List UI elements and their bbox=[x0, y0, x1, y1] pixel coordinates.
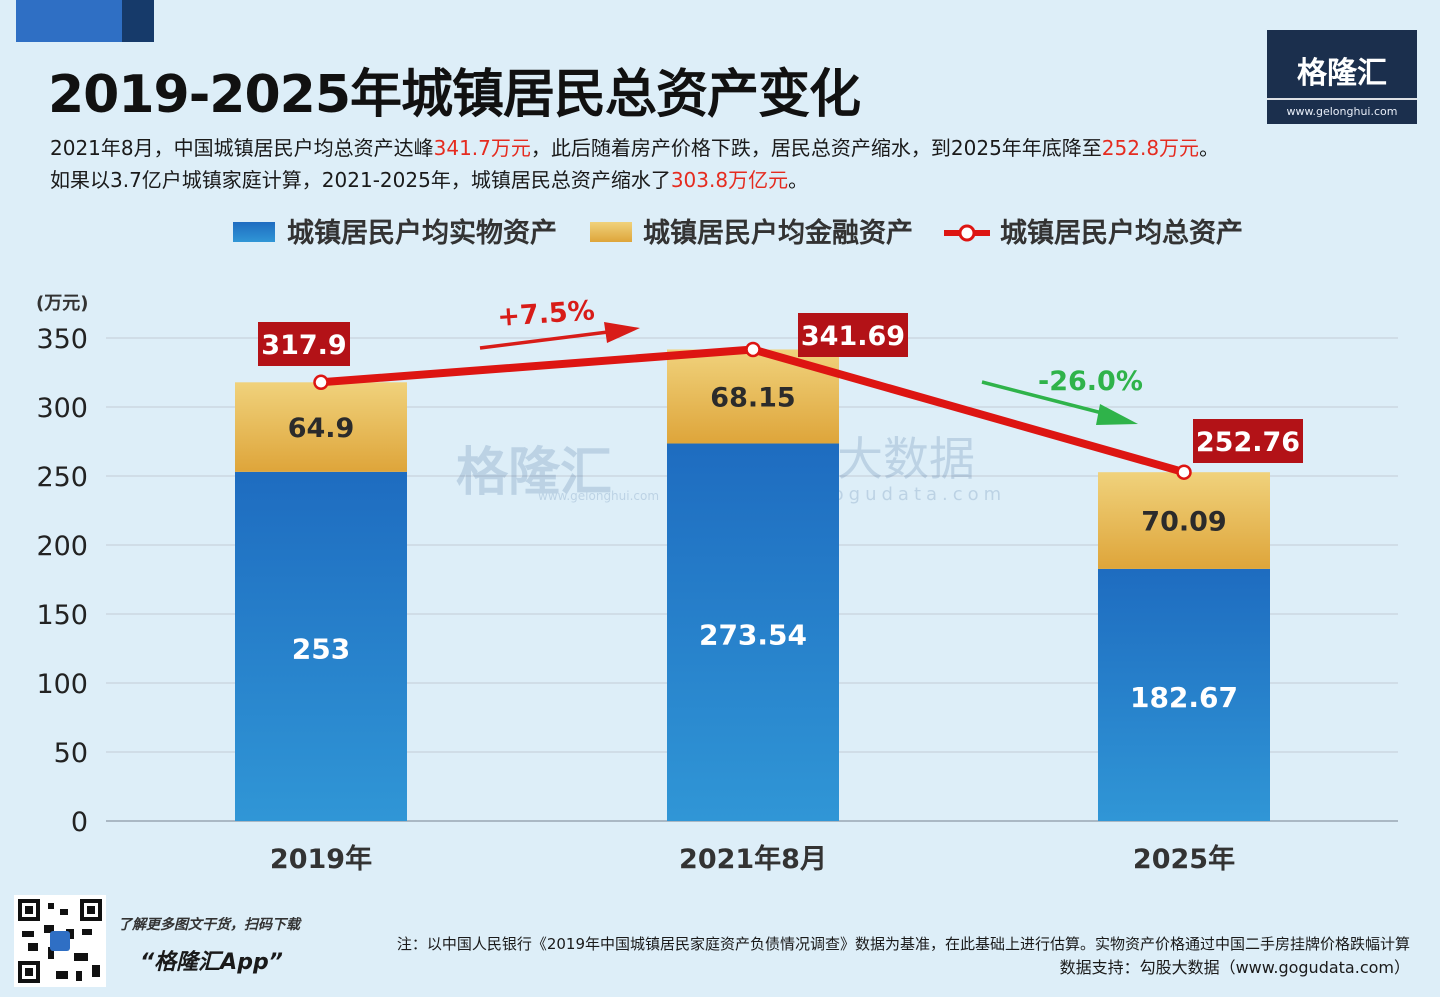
bar-financial-label: 70.09 bbox=[1141, 507, 1226, 538]
y-tick-label: 200 bbox=[36, 531, 88, 562]
up-change-label: +7.5% bbox=[496, 295, 595, 333]
y-tick-label: 300 bbox=[36, 393, 88, 424]
bar-physical bbox=[667, 443, 839, 821]
chart-legend: 城镇居民户均实物资产 城镇居民户均金融资产 城镇居民户均总资产 bbox=[233, 217, 1243, 249]
subtitle-text: 如果以3.7亿户城镇家庭计算，2021-2025年，城镇居民总资产缩水了 bbox=[50, 168, 671, 192]
down-arrow-line bbox=[981, 380, 1107, 416]
bar-physical-label: 253 bbox=[292, 632, 350, 665]
bar-physical bbox=[235, 471, 407, 821]
subtitle-peak-value: 341.7万元 bbox=[433, 136, 531, 160]
subtitle-text: 。 bbox=[1199, 136, 1220, 160]
down-change-label: -26.0% bbox=[1038, 366, 1143, 397]
brand-logo-divider bbox=[1267, 98, 1417, 100]
promo-text: 了解更多图文干货，扫码下载 bbox=[118, 917, 300, 933]
app-name: “格隆汇App” bbox=[140, 950, 283, 975]
total-label: 252.76 bbox=[1196, 427, 1300, 458]
subtitle-text: 2021年8月，中国城镇居民户均总资产达峰 bbox=[50, 136, 434, 160]
brand-logo[interactable]: 格隆汇 www.gelonghui.com bbox=[1267, 30, 1417, 124]
subtitle-text: ，此后随着房产价格下跌，居民总资产缩水，到2025年年底降至 bbox=[530, 136, 1102, 160]
watermark-gelonghui: 格隆汇 bbox=[456, 443, 612, 503]
down-arrow-head bbox=[1096, 404, 1138, 425]
x-tick-label: 2021年8月 bbox=[679, 843, 827, 875]
legend-label-physical: 城镇居民户均实物资产 bbox=[287, 217, 557, 249]
watermark-gelonghui-url: www.gelonghui.com bbox=[538, 489, 659, 503]
y-tick-label: 50 bbox=[54, 738, 88, 769]
y-tick-label: 350 bbox=[36, 324, 88, 355]
bar-financial bbox=[235, 382, 407, 472]
legend-swatch-physical bbox=[233, 222, 275, 242]
bar-financial-label: 68.15 bbox=[710, 382, 795, 413]
legend-label-financial: 城镇居民户均金融资产 bbox=[643, 217, 913, 249]
total-label-box bbox=[798, 313, 908, 357]
qr-code-pattern bbox=[18, 899, 102, 983]
subtitle-shrink-value: 303.8万亿元 bbox=[670, 168, 789, 192]
up-arrow-line bbox=[479, 330, 609, 350]
bars: 253 64.9 273.54 68.15 182.67 70.09 bbox=[235, 349, 1270, 821]
y-tick-label: 150 bbox=[36, 600, 88, 631]
corner-decoration-dark bbox=[122, 0, 154, 42]
brand-logo-name: 格隆汇 bbox=[1297, 56, 1387, 91]
bar-physical-label: 273.54 bbox=[699, 618, 807, 651]
subtitle-line-2: 如果以3.7亿户城镇家庭计算，2021-2025年，城镇居民总资产缩水了303.… bbox=[50, 164, 808, 193]
total-label-box bbox=[1193, 419, 1303, 463]
change-annotations: +7.5% -26.0% bbox=[479, 295, 1143, 425]
bar-financial bbox=[1098, 472, 1270, 569]
total-asset-line: 317.9 341.69 252.76 bbox=[258, 313, 1303, 480]
data-source: 数据支持：勾股大数据（www.gogudata.com） bbox=[1059, 958, 1410, 977]
legend-swatch-total-marker bbox=[958, 224, 976, 242]
bar-physical bbox=[1098, 568, 1270, 821]
legend-swatch-financial bbox=[590, 222, 632, 242]
y-tick-labels: 0 50 100 150 200 250 300 350 bbox=[36, 324, 88, 838]
total-label-box bbox=[258, 322, 350, 366]
x-tick-label: 2025年 bbox=[1133, 843, 1235, 875]
page-title: 2019-2025年城镇居民总资产变化 bbox=[48, 65, 861, 125]
total-line-point bbox=[313, 374, 329, 391]
total-line-point bbox=[745, 341, 761, 358]
total-label: 341.69 bbox=[801, 321, 905, 352]
x-tick-labels: 2019年 2021年8月 2025年 bbox=[270, 843, 1235, 875]
footnote: 注：以中国人民银行《2019年中国城镇居民家庭资产负债情况调查》数据为基准，在此… bbox=[396, 935, 1410, 953]
corner-decoration bbox=[16, 0, 138, 42]
y-axis-unit-label: (万元) bbox=[36, 293, 88, 314]
x-tick-label: 2019年 bbox=[270, 843, 372, 875]
total-line-point bbox=[1176, 464, 1192, 480]
up-arrow-head bbox=[604, 322, 640, 343]
bar-financial-label: 64.9 bbox=[288, 413, 355, 444]
total-label: 317.9 bbox=[261, 330, 346, 361]
bar-physical-label: 182.67 bbox=[1130, 681, 1238, 714]
qr-code[interactable] bbox=[14, 895, 106, 987]
subtitle-text: 。 bbox=[788, 168, 809, 192]
qr-logo-icon bbox=[50, 931, 70, 951]
brand-logo-url: www.gelonghui.com bbox=[1286, 105, 1398, 118]
y-tick-label: 250 bbox=[36, 462, 88, 493]
legend-label-total: 城镇居民户均总资产 bbox=[1000, 217, 1243, 249]
y-tick-label: 0 bbox=[71, 807, 88, 838]
subtitle-line-1: 2021年8月，中国城镇居民户均总资产达峰341.7万元，此后随着房产价格下跌，… bbox=[50, 132, 1219, 161]
subtitle-2025-value: 252.8万元 bbox=[1101, 136, 1200, 160]
y-tick-label: 100 bbox=[36, 669, 88, 700]
